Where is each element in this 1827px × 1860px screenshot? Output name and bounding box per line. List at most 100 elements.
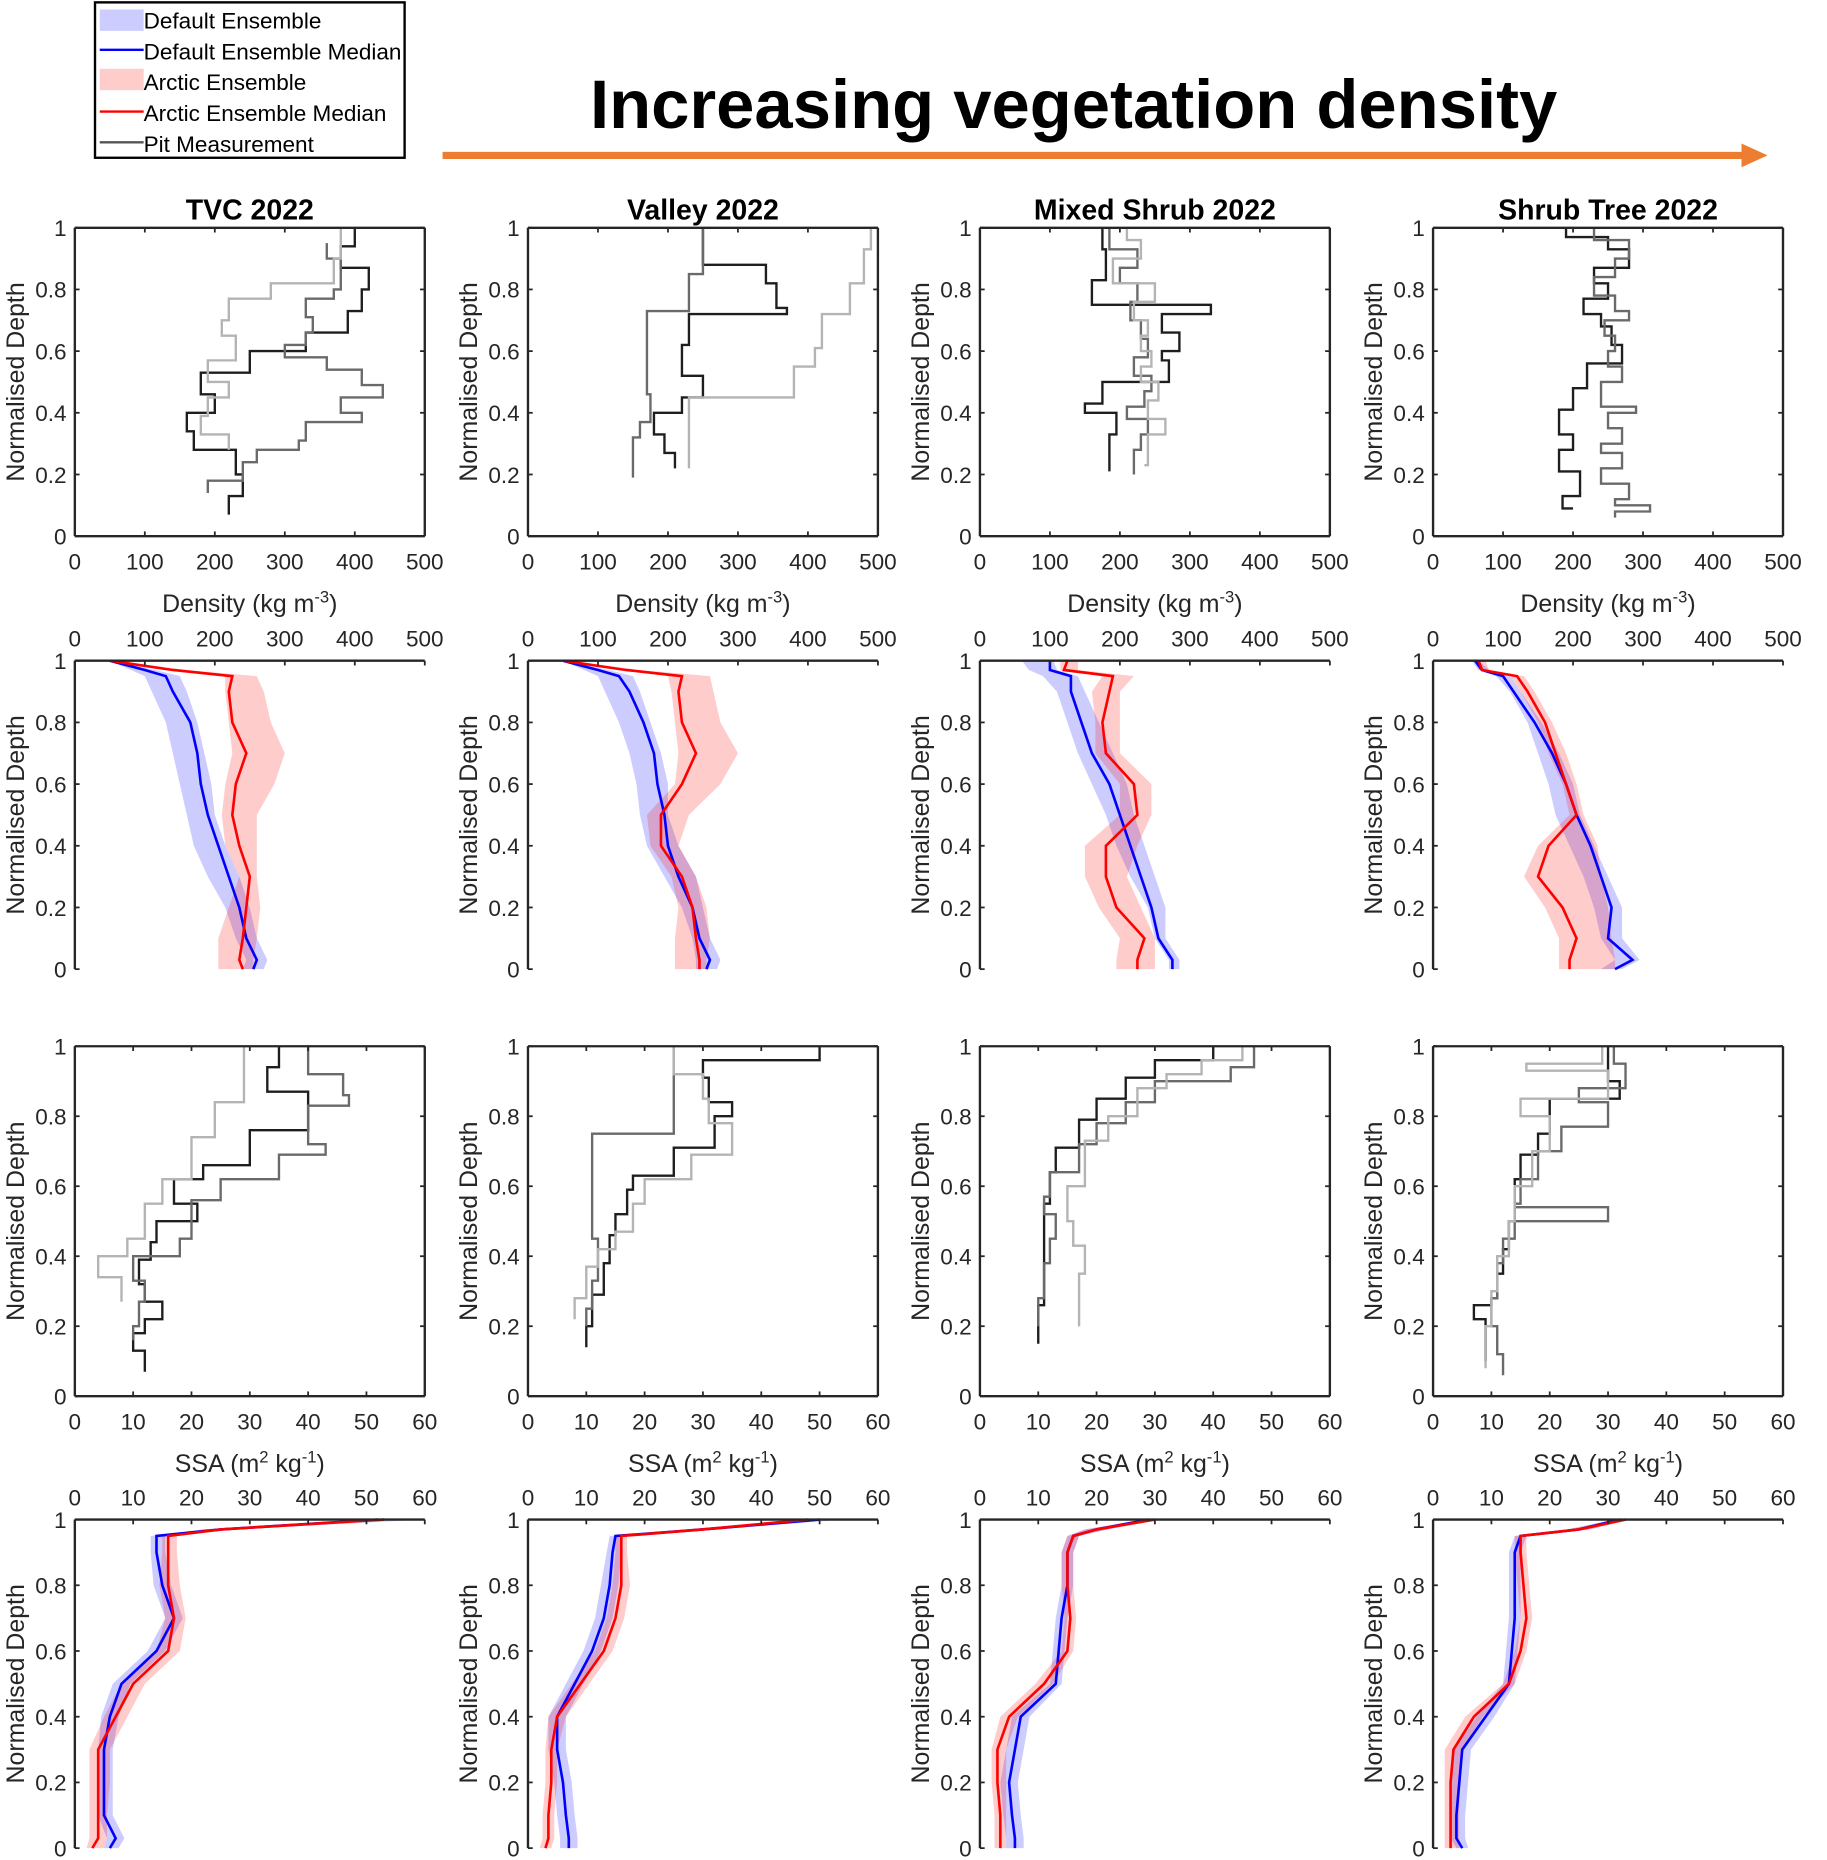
x-tick-label: 60 [1770,1485,1795,1510]
default-ensemble-band [1471,660,1640,970]
panel-r2-mixed-shrub-2022: 00.20.40.60.810 100 200 300 400 500Normalised… [907,626,1349,982]
x-axis-label: Density (kg m-3) [1520,588,1695,618]
x-tick-label: 0 [522,1409,535,1434]
x-tick-label: 10 [1479,1485,1504,1510]
x-axis-label: Density (kg m-3) [1067,588,1242,618]
x-axis-label: Density (kg m-3) [615,588,790,618]
pit-measurement-line [1108,227,1153,475]
x-tick-label: 200 [196,626,234,651]
pit-measurement-line [206,243,384,493]
x-tick-label: 200 [196,549,234,574]
y-tick-label: 1 [959,1035,972,1060]
pit-measurement-line [1111,227,1167,467]
x-tick-label: 300 [719,549,757,574]
y-tick-label: 0.8 [1393,711,1424,736]
y-tick-label: 0.2 [1393,896,1424,921]
y-tick-label: 1 [507,649,520,674]
y-tick-label: 0 [507,1836,520,1860]
y-tick-label: 0 [54,1384,67,1409]
y-tick-label: 0.6 [940,772,971,797]
panel-r1-mixed-shrub-2022: Mixed Shrub 2022 0 0.2 0.4 0.6 0.8 1 0 100 200 300… [907,194,1349,618]
pit-measurement-line [131,1046,351,1341]
x-tick-label: 10 [1479,1409,1504,1434]
x-tick-label: 200 [1101,549,1139,574]
x-tick-label: 200 [649,549,687,574]
x-tick-label: 50 [1259,1409,1284,1434]
x-tick-label: 40 [1654,1409,1679,1434]
y-tick-label: 0.4 [35,1245,66,1270]
x-tick-label: 400 [1241,549,1279,574]
y-tick-label: 0.2 [488,896,519,921]
y-tick-label: 0.2 [1393,1771,1424,1796]
y-tick-label: 0 [54,524,67,549]
default-ensemble-median-line [562,659,712,970]
pit-measurement-line [1037,1046,1215,1344]
x-tick-label: 0 [522,549,535,574]
y-tick-label: 1 [507,1508,520,1533]
x-tick-label: 100 [1484,626,1522,651]
x-tick-label: 50 [1712,1409,1737,1434]
y-axis-label: Normalised Depth [455,1122,483,1321]
y-tick-label: 0 [959,524,972,549]
y-tick-label: 0.4 [940,834,971,859]
x-tick-label: 10 [1026,1409,1051,1434]
x-tick-label: 0 [69,549,82,574]
y-tick-label: 0.6 [488,772,519,797]
x-tick-label: 400 [789,549,827,574]
y-tick-label: 1 [959,1508,972,1533]
default-ensemble-band [548,1519,843,1849]
x-tick-label: 20 [179,1409,204,1434]
x-tick-label: 100 [126,549,164,574]
y-tick-label: 0.4 [35,401,66,426]
legend-label-arctic-ensemble: Arctic Ensemble [144,70,307,95]
arctic-ensemble-band [109,660,285,970]
x-tick-label: 400 [1694,549,1732,574]
y-tick-label: 0 [507,957,520,982]
x-tick-label: 30 [237,1485,262,1510]
x-tick-label: 20 [179,1485,204,1510]
y-tick-label: 0.2 [940,896,971,921]
x-tick-label: 0 [1427,549,1440,574]
x-tick-label: 0 [1427,1485,1440,1510]
arctic-ensemble-band [1475,660,1616,970]
pit-measurement-line [585,1046,821,1348]
x-tick-label: 60 [865,1485,890,1510]
default-ensemble-median-line [1007,1518,1150,1849]
arctic-ensemble-median-line [1477,660,1579,970]
x-tick-label: 30 [1596,1485,1621,1510]
x-tick-label: 60 [1317,1409,1342,1434]
y-tick-label: 0.4 [1393,1245,1424,1270]
y-axis-label: Normalised Depth [2,282,30,481]
y-tick-label: 0.4 [35,1705,66,1730]
x-tick-label: 10 [121,1409,146,1434]
x-tick-label: 60 [412,1485,437,1510]
legend: Default Ensemble Default Ensemble Median… [93,1,406,159]
pit-measurement-line [631,227,705,478]
y-axis-label: Normalised Depth [455,282,483,481]
y-tick-label: 0.6 [35,339,66,364]
arctic-ensemble-median-line [1062,660,1146,970]
x-tick-label: 0 [974,549,987,574]
x-tick-label: 500 [859,549,897,574]
default-ensemble-band [1450,1519,1626,1849]
y-axis-label: Normalised Depth [907,1584,935,1783]
x-axis-label: SSA (m2 kg-1) [628,1448,778,1478]
x-tick-label: 30 [690,1409,715,1434]
x-tick-label: 20 [1537,1485,1562,1510]
y-tick-label: 0.4 [1393,401,1424,426]
x-tick-label: 200 [1554,549,1592,574]
legend-label-arctic-median: Arctic Ensemble Median [144,101,387,126]
arctic-ensemble-band [562,660,738,970]
x-tick-label: 400 [1241,626,1279,651]
legend-label-default-median: Default Ensemble Median [144,39,402,64]
x-tick-label: 0 [522,1485,535,1510]
y-tick-label: 0.2 [940,1315,971,1340]
x-tick-label: 10 [574,1485,599,1510]
y-tick-label: 0.2 [35,896,66,921]
x-tick-label: 40 [749,1485,774,1510]
pit-measurement-line [573,1046,734,1320]
y-tick-label: 1 [54,649,67,674]
